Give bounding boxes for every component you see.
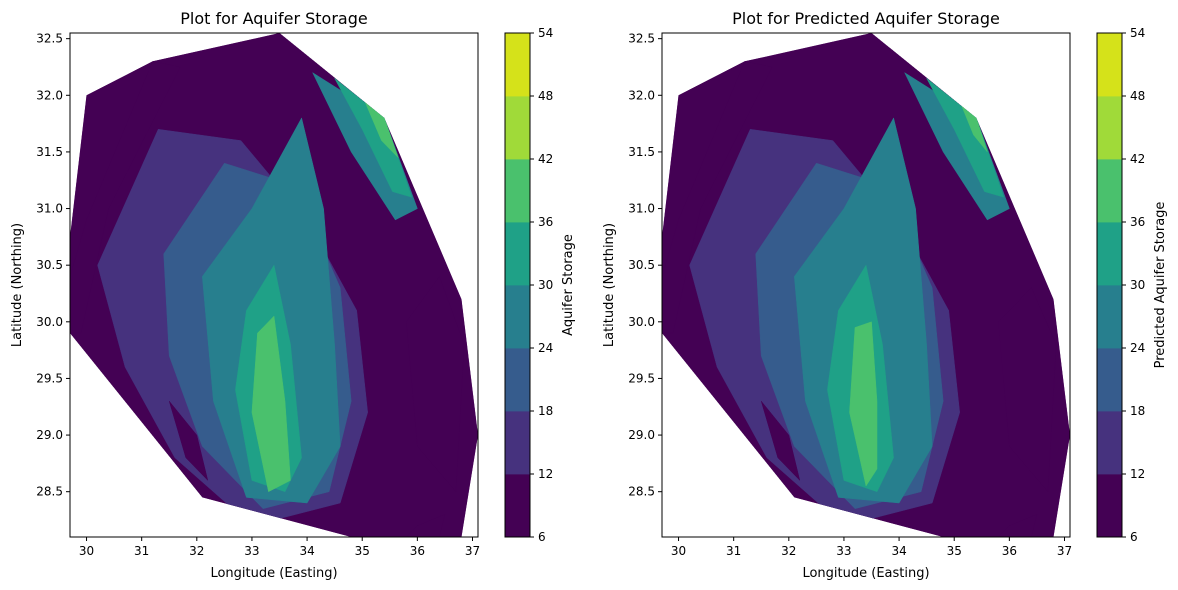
y-tick-label: 29.0 [36,428,63,442]
y-tick-label: 32.5 [628,32,655,46]
x-tick-label: 30 [79,544,94,558]
x-tick-label: 35 [947,544,962,558]
x-tick-label: 35 [355,544,370,558]
x-tick-label: 36 [1002,544,1017,558]
x-tick-label: 34 [299,544,314,558]
y-tick-label: 31.0 [628,202,655,216]
y-tick-label: 30.5 [628,258,655,272]
colorbar-tick-label: 12 [1130,467,1145,481]
contour-band [662,61,773,334]
chart-title: Plot for Predicted Aquifer Storage [732,9,1000,28]
colorbar-tick-label: 12 [538,467,553,481]
y-tick-label: 32.0 [36,88,63,102]
predicted-aquifer-storage-panel: Plot for Predicted Aquifer Storage 30 31 3… [602,9,1168,581]
colorbar-tick-label: 30 [538,278,553,292]
y-tick-label: 29.0 [628,428,655,442]
contour-band [406,275,465,493]
colorbar-segment [1097,348,1122,412]
colorbar-segment [505,474,530,538]
colorbar-label: Aquifer Storage [561,234,576,336]
colorbar-tick-label: 18 [1130,404,1145,418]
colorbar-segment [505,222,530,286]
contour-band [760,400,801,482]
colorbar-segment [1097,33,1122,97]
contour-band [998,287,1057,493]
x-tick-label: 31 [134,544,149,558]
colorbar-segment [1097,159,1122,223]
y-tick-label: 28.5 [628,485,655,499]
contour-fills [662,33,1070,537]
x-tick-label: 33 [836,544,851,558]
x-tick-label: 37 [1057,544,1072,558]
colorbar-tick-label: 24 [538,341,553,355]
axes-frame [69,32,479,538]
colorbar-segment [1097,222,1122,286]
colorbar-tick-label: 6 [1130,530,1138,544]
x-tick-label: 34 [891,544,906,558]
colorbar-tick-label: 48 [538,89,553,103]
x-axis-label: Longitude (Easting) [210,566,337,581]
y-tick-label: 29.5 [36,371,63,385]
colorbar-segment [505,411,530,475]
colorbar: 6 12 18 24 30 36 42 48 54 [504,26,553,544]
contour-plot-area [70,33,478,537]
colorbar-segment [505,96,530,160]
y-tick-label: 31.0 [36,202,63,216]
colorbar-segment [1097,96,1122,160]
axes-frame [661,32,1071,538]
colorbar-segment [505,33,530,97]
x-tick-label: 31 [726,544,741,558]
y-tick-label: 30.0 [36,315,63,329]
x-axis-label: Longitude (Easting) [802,566,929,581]
colorbar-tick-label: 48 [1130,89,1145,103]
contour-band [70,61,181,334]
colorbar-label: Predicted Aquifer Storage [1153,202,1168,369]
y-axis-label: Latitude (Northing) [10,223,25,347]
x-tick-label: 37 [465,544,480,558]
y-tick-label: 28.5 [36,485,63,499]
colorbar-segment [1097,411,1122,475]
colorbar-segment [505,348,530,412]
y-tick-label: 31.5 [36,145,63,159]
colorbar-tick-label: 54 [1130,26,1145,40]
colorbar-segment [505,285,530,349]
colorbar: 6 12 18 24 30 36 42 48 54 [1096,26,1145,544]
x-tick-label: 36 [410,544,425,558]
colorbar-tick-label: 18 [538,404,553,418]
colorbar-segment [1097,285,1122,349]
contour-band [251,315,291,493]
colorbar-tick-label: 24 [1130,341,1145,355]
y-tick-label: 30.5 [36,258,63,272]
contour-plot-area [662,33,1070,537]
colorbar-tick-label: 36 [1130,215,1145,229]
y-axis-label: Latitude (Northing) [602,223,617,347]
x-tick-label: 30 [671,544,686,558]
y-tick-label: 32.5 [36,32,63,46]
contour-fills [70,33,478,537]
y-tick-label: 32.0 [628,88,655,102]
y-tick-label: 31.5 [628,145,655,159]
colorbar-tick-label: 54 [538,26,553,40]
y-tick-label: 30.0 [628,315,655,329]
x-tick-label: 32 [189,544,204,558]
contour-band [168,400,209,482]
contour-band [997,513,1038,537]
contour-band [849,321,878,487]
y-tick-label: 29.5 [628,371,655,385]
colorbar-tick-label: 30 [1130,278,1145,292]
colorbar-segment [1097,474,1122,538]
colorbar-tick-label: 6 [538,530,546,544]
x-tick-label: 32 [781,544,796,558]
colorbar-tick-label: 42 [538,152,553,166]
aquifer-storage-panel: Plot for Aquifer Storage 30 31 32 33 34 35 36 3… [10,9,576,581]
chart-title: Plot for Aquifer Storage [180,9,367,28]
x-tick-label: 33 [244,544,259,558]
colorbar-tick-label: 36 [538,215,553,229]
axes: 30 31 32 33 34 35 36 37 28.5 29.0 29.5 30.0 30.5 31.0… [36,32,480,558]
colorbar-tick-label: 42 [1130,152,1145,166]
axes: 30 31 32 33 34 35 36 37 28.5 29.0 29.5 30.0 30.5 31.0… [628,32,1072,558]
colorbar-segment [505,159,530,223]
contour-band [405,513,446,537]
